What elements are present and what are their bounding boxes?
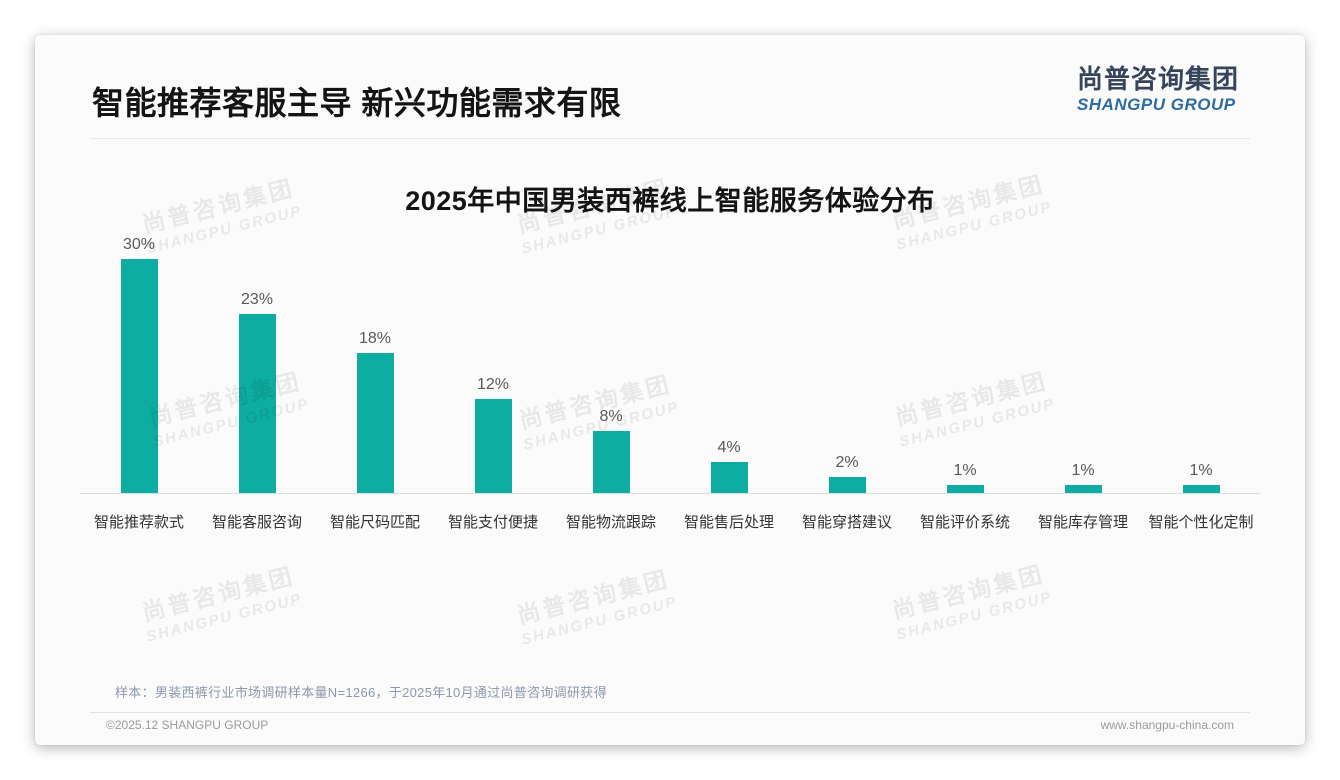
bar (120, 259, 158, 493)
watermark-chinese: 尚普咨询集团 (139, 562, 298, 626)
bar-column: 2% (788, 231, 906, 493)
bar-column: 23% (198, 231, 316, 493)
website-url: www.shangpu-china.com (1100, 718, 1234, 732)
bar (474, 399, 512, 493)
watermark-text: 尚普咨询集团 SHANGPU GROUP (886, 554, 1055, 644)
bar-value-label: 4% (717, 438, 741, 456)
watermark-english: SHANGPU GROUP (519, 593, 680, 649)
watermark-english: SHANGPU GROUP (894, 588, 1055, 644)
watermark-text: 尚普咨询集团 SHANGPU GROUP (136, 556, 305, 646)
bar-column: 18% (316, 231, 434, 493)
bar (828, 477, 866, 493)
bar (592, 430, 630, 493)
logo-english-text: SHANGPU GROUP (1076, 94, 1236, 114)
bar-value-label: 8% (599, 407, 623, 425)
header: 智能推荐客服主导 新兴功能需求有限 尚普咨询集团 SHANGPU GROUP (35, 35, 1305, 124)
bar (356, 352, 394, 493)
bar (238, 313, 276, 493)
watermark-english: SHANGPU GROUP (144, 590, 305, 646)
bar (946, 485, 984, 493)
bar-column: 8% (552, 231, 670, 493)
watermark-chinese: 尚普咨询集团 (889, 560, 1048, 624)
logo-chinese-text: 尚普咨询集团 (1076, 64, 1239, 94)
watermark-chinese: 尚普咨询集团 (514, 565, 673, 629)
page-title: 智能推荐客服主导 新兴功能需求有限 (92, 85, 622, 121)
footer: ©2025.12 SHANGPU GROUP www.shangpu-china… (106, 718, 1234, 732)
copyright-text: ©2025.12 SHANGPU GROUP (106, 718, 269, 732)
company-logo: 尚普咨询集团 SHANGPU GROUP (1076, 64, 1239, 114)
x-axis-line (80, 493, 1260, 494)
bar-value-label: 1% (1071, 462, 1095, 480)
category-label: 智能评价系统 (919, 514, 1010, 531)
category-label: 智能个性化定制 (1148, 514, 1254, 531)
slide-card: 智能推荐客服主导 新兴功能需求有限 尚普咨询集团 SHANGPU GROUP 2… (35, 35, 1305, 745)
header-divider (90, 138, 1250, 139)
watermark-text: 尚普咨询集团 SHANGPU GROUP (511, 559, 680, 649)
bar-value-label: 1% (1189, 462, 1213, 480)
category-label: 智能推荐款式 (93, 514, 184, 531)
bar (1182, 485, 1220, 493)
bar-column: 12% (434, 231, 552, 493)
category-label: 智能支付便捷 (447, 514, 538, 531)
sample-note: 样本：男装西裤行业市场调研样本量N=1266，于2025年10月通过尚普咨询调研… (115, 685, 607, 700)
bar-value-label: 12% (476, 376, 510, 394)
bar-column: 1% (1142, 231, 1260, 493)
bar-value-label: 1% (953, 462, 977, 480)
bar-chart: 30% 23% 18% 12% 8% 4% 2% 1% 1% 1% 智能推荐款式 智能客服咨询 智能尺… (80, 231, 1260, 532)
category-label: 智能穿搭建议 (801, 514, 892, 531)
category-label: 智能客服咨询 (211, 514, 302, 531)
category-label: 智能物流跟踪 (565, 514, 656, 531)
bar-value-label: 30% (122, 236, 156, 253)
bar (1064, 485, 1102, 493)
bar-column: 1% (1024, 231, 1142, 493)
bar-column: 4% (670, 231, 788, 493)
bar-value-label: 18% (358, 329, 392, 347)
bar-column: 1% (906, 231, 1024, 493)
category-label: 智能售后处理 (683, 514, 774, 531)
bar (710, 461, 748, 493)
bar-column: 30% (80, 231, 198, 493)
bar-value-label: 23% (240, 290, 274, 308)
chart-title: 2025年中国男装西裤线上智能服务体验分布 (405, 186, 935, 216)
category-label: 智能库存管理 (1037, 514, 1128, 531)
category-axis: 智能推荐款式 智能客服咨询 智能尺码匹配 智能支付便捷 智能物流跟踪 智能售后处理 智能穿搭… (80, 511, 1260, 532)
bars-area: 30% 23% 18% 12% 8% 4% 2% 1% 1% 1% (80, 231, 1260, 493)
footer-divider (90, 712, 1250, 713)
bar-value-label: 2% (835, 454, 859, 472)
category-label: 智能尺码匹配 (329, 514, 420, 531)
